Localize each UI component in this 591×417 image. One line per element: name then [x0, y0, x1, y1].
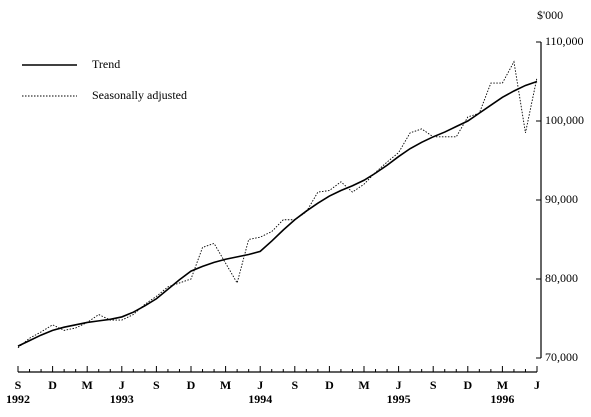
legend-label: Trend [92, 57, 120, 71]
y-tick-label: 70,000 [545, 350, 578, 364]
x-tick-label: D [48, 378, 57, 392]
x-tick-label: S [430, 378, 437, 392]
x-tick-label: S [15, 378, 22, 392]
y-unit: $'000 [537, 8, 563, 22]
y-tick-label: 80,000 [545, 271, 578, 285]
x-tick-label: J [534, 378, 540, 392]
x-tick-label: D [187, 378, 196, 392]
x-tick-label: J [257, 378, 263, 392]
y-tick-label: 90,000 [545, 192, 578, 206]
year-label: 1993 [110, 392, 134, 406]
year-label: 1996 [490, 392, 514, 406]
x-tick-label: M [82, 378, 93, 392]
y-tick-label: 110,000 [545, 34, 584, 48]
year-label: 1992 [6, 392, 30, 406]
year-label: 1995 [387, 392, 411, 406]
x-tick-label: M [220, 378, 231, 392]
x-tick-label: S [153, 378, 160, 392]
x-tick-label: M [358, 378, 369, 392]
series-line [17, 80, 538, 347]
legend-label: Seasonally adjusted [92, 88, 187, 102]
x-tick-label: D [463, 378, 472, 392]
x-tick-label: J [119, 378, 125, 392]
year-label: 1994 [248, 392, 272, 406]
series-line [17, 60, 538, 349]
x-tick-label: M [497, 378, 508, 392]
x-tick-label: D [325, 378, 334, 392]
y-tick-label: 100,000 [545, 113, 584, 127]
x-tick-label: S [291, 378, 298, 392]
x-tick-label: J [396, 378, 402, 392]
